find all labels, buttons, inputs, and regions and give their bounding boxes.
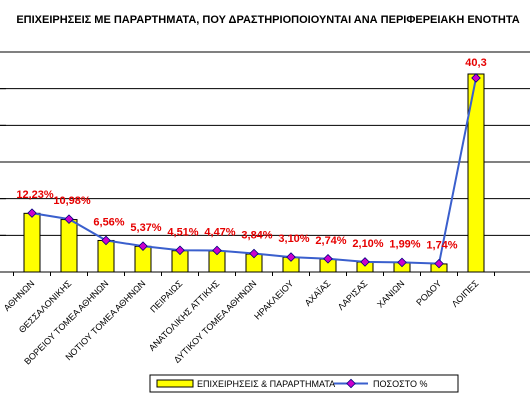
legend-label-bars: ΕΠΙΧΕΙΡΗΣΕΙΣ & ΠΑΡΑΡΤΗΜΑΤΑ xyxy=(197,379,335,389)
line-point xyxy=(64,214,74,224)
legend-swatch-bars xyxy=(156,379,194,388)
legend: ΕΠΙΧΕΙΡΗΣΕΙΣ & ΠΑΡΑΡΤΗΜΑΤΑ ΠΟΣΟΣΤΟ % xyxy=(149,374,459,393)
line-point xyxy=(397,257,407,268)
line-point xyxy=(471,73,481,83)
line-point xyxy=(138,241,148,251)
data-label: 4,51% xyxy=(167,226,198,238)
legend-label-line: ΠΟΣΟΣΤΟ % xyxy=(373,379,427,389)
data-label: 1,74% xyxy=(426,240,457,252)
data-label: 5,37% xyxy=(130,222,161,234)
line-point xyxy=(323,254,333,264)
line-point xyxy=(249,248,259,259)
data-label: 12,23% xyxy=(16,189,54,201)
data-label: 6,56% xyxy=(93,216,124,228)
data-label: 4,47% xyxy=(204,226,235,238)
data-label: 3,84% xyxy=(241,230,272,242)
data-label: 1,99% xyxy=(389,238,420,250)
line-point xyxy=(286,252,296,262)
data-label: 40,3 xyxy=(465,57,486,69)
data-label: 3,10% xyxy=(278,233,309,245)
legend-box xyxy=(149,374,459,393)
data-label: 10,98% xyxy=(53,195,91,207)
bar xyxy=(23,212,41,273)
bar xyxy=(60,219,78,273)
line-point xyxy=(434,258,444,269)
line-point xyxy=(27,208,37,218)
data-label: 2,10% xyxy=(352,238,383,250)
line-point xyxy=(101,235,111,246)
chart-title: ΕΠΙΧΕΙΡΗΣΕΙΣ ΜΕ ΠΑΡΑΡΤΗΜΑΤΑ, ΠΟΥ ΔΡΑΣΤΗΡ… xyxy=(16,14,519,26)
legend-swatch-marker xyxy=(346,378,356,389)
line-point xyxy=(360,257,370,267)
data-label: 2,74% xyxy=(315,235,346,247)
line-point xyxy=(212,245,222,256)
line-point xyxy=(175,245,185,256)
